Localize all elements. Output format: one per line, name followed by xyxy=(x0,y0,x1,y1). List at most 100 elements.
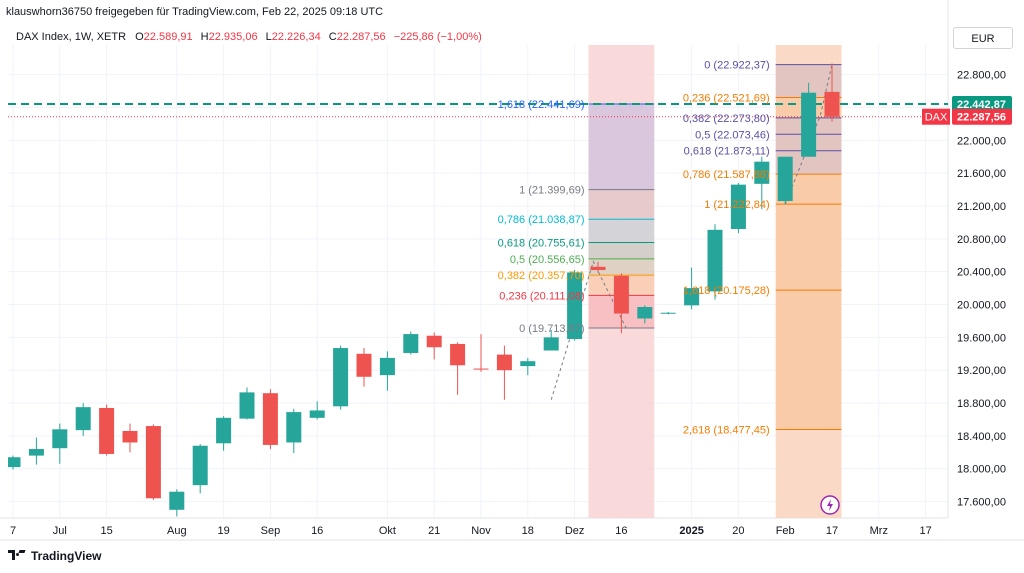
candle xyxy=(379,351,395,391)
brand-name: TradingView xyxy=(31,549,102,563)
price-tag-symbol-bg xyxy=(922,108,950,125)
left-fib-label: 1,618 (22.441,69) xyxy=(498,99,585,111)
candle-body xyxy=(239,392,255,419)
price-axis-tick-label: 19.600,00 xyxy=(957,332,1006,344)
candle-body xyxy=(684,288,700,306)
candle xyxy=(239,387,255,420)
time-axis-tick-label: Dez xyxy=(565,525,585,537)
candle xyxy=(169,489,185,517)
candle xyxy=(613,273,629,334)
candle xyxy=(75,403,91,436)
candle xyxy=(333,345,349,410)
time-axis-tick-label: 21 xyxy=(428,525,440,537)
candle xyxy=(496,345,512,400)
candle-body xyxy=(52,429,68,449)
time-axis-tick-label: 15 xyxy=(100,525,112,537)
candle-body xyxy=(99,407,115,454)
candle xyxy=(192,444,208,494)
price-axis-tick-label: 21.600,00 xyxy=(957,168,1006,180)
candle xyxy=(520,357,536,376)
candle-body xyxy=(403,334,419,353)
price-axis-tick-label: 18.800,00 xyxy=(957,398,1006,410)
candle-body xyxy=(122,430,138,443)
right-fib-label: 1,618 (20.175,28) xyxy=(683,285,770,297)
time-axis-tick-label: 18 xyxy=(522,525,534,537)
candle xyxy=(543,329,559,351)
left-fib-label: 0,618 (20.755,61) xyxy=(498,237,585,249)
high-value: 22.935,06 xyxy=(208,31,258,43)
publisher-header: klauswhorn36750 freigegeben für TradingV… xyxy=(6,6,384,18)
time-axis-tick-label: Okt xyxy=(379,525,396,537)
symbol-name[interactable]: DAX Index, 1W, XETR xyxy=(16,31,127,43)
candle-body xyxy=(590,266,606,271)
candle xyxy=(777,156,793,205)
left-fib-label: 1 (21.399,69) xyxy=(519,185,584,197)
candle-body xyxy=(309,410,325,418)
price-tag-bg xyxy=(952,108,1012,125)
right-fib-band xyxy=(775,290,842,430)
left-fib-band xyxy=(588,242,655,259)
candle-body xyxy=(75,407,91,431)
low-label: L xyxy=(265,31,272,43)
candle xyxy=(684,267,700,310)
candle xyxy=(216,416,232,451)
left-fib-band xyxy=(588,258,655,276)
candle-body xyxy=(286,412,302,443)
left-fib-band xyxy=(588,104,655,190)
time-axis-tick-label: 19 xyxy=(217,525,229,537)
close-value: 22.287,56 xyxy=(336,31,386,43)
time-axis-tick-label: 17 xyxy=(919,525,931,537)
currency-selector[interactable]: EUR xyxy=(953,27,1013,49)
open-label: O xyxy=(135,31,144,43)
candle-body xyxy=(660,312,676,314)
candle xyxy=(262,389,278,450)
candle-body xyxy=(496,354,512,371)
time-axis-tick-label: Jul xyxy=(53,525,67,537)
left-fib-band xyxy=(588,189,655,220)
candle-body xyxy=(613,275,629,314)
candle-body xyxy=(28,449,44,456)
candle xyxy=(567,270,583,341)
time-axis-tick-label: 7 xyxy=(10,525,16,537)
right-fib-label: 0,5 (22.073,46) xyxy=(695,129,770,141)
left-fib-retracement xyxy=(550,45,655,518)
right-fib-label: 0 (22.922,37) xyxy=(704,60,769,72)
time-axis-tick-label: 17 xyxy=(826,525,838,537)
candle xyxy=(801,82,817,157)
candle-body xyxy=(356,353,372,377)
candle xyxy=(590,261,606,273)
time-axis-tick-label: 20 xyxy=(732,525,744,537)
price-tag-bg xyxy=(952,95,1012,112)
candle-body xyxy=(169,491,185,510)
candle xyxy=(637,305,653,324)
candle xyxy=(473,334,489,372)
candle xyxy=(707,224,723,300)
candle xyxy=(450,342,466,395)
change-value: −225,86 (−1,00%) xyxy=(393,31,482,43)
right-fib-label: 0,618 (21.873,11) xyxy=(684,146,770,158)
candle xyxy=(824,63,840,122)
candle-body xyxy=(145,426,161,499)
candle-body xyxy=(777,156,793,202)
price-tag-value: 22.442,87 xyxy=(957,99,1006,111)
right-fib-label: 2,618 (18.477,45) xyxy=(683,425,770,437)
high-label: H xyxy=(200,31,209,43)
candles xyxy=(8,63,840,517)
candle xyxy=(8,455,21,470)
time-axis-tick-label: 16 xyxy=(311,525,323,537)
candle-body xyxy=(379,357,395,376)
price-axis-tick-label: 22.800,00 xyxy=(957,70,1006,82)
time-axis-tick-label: Sep xyxy=(261,525,281,537)
right-fib-band xyxy=(775,204,842,291)
time-axis-tick-label: 2025 xyxy=(679,525,703,537)
candle-body xyxy=(730,184,746,229)
candle xyxy=(660,311,676,315)
candle xyxy=(356,348,372,387)
candle-body xyxy=(216,417,232,444)
alert-bolt-glyph xyxy=(827,499,833,511)
candle xyxy=(754,156,770,210)
candle-body xyxy=(262,393,278,445)
right-fib-trend-line xyxy=(784,64,833,205)
candle xyxy=(99,404,115,456)
